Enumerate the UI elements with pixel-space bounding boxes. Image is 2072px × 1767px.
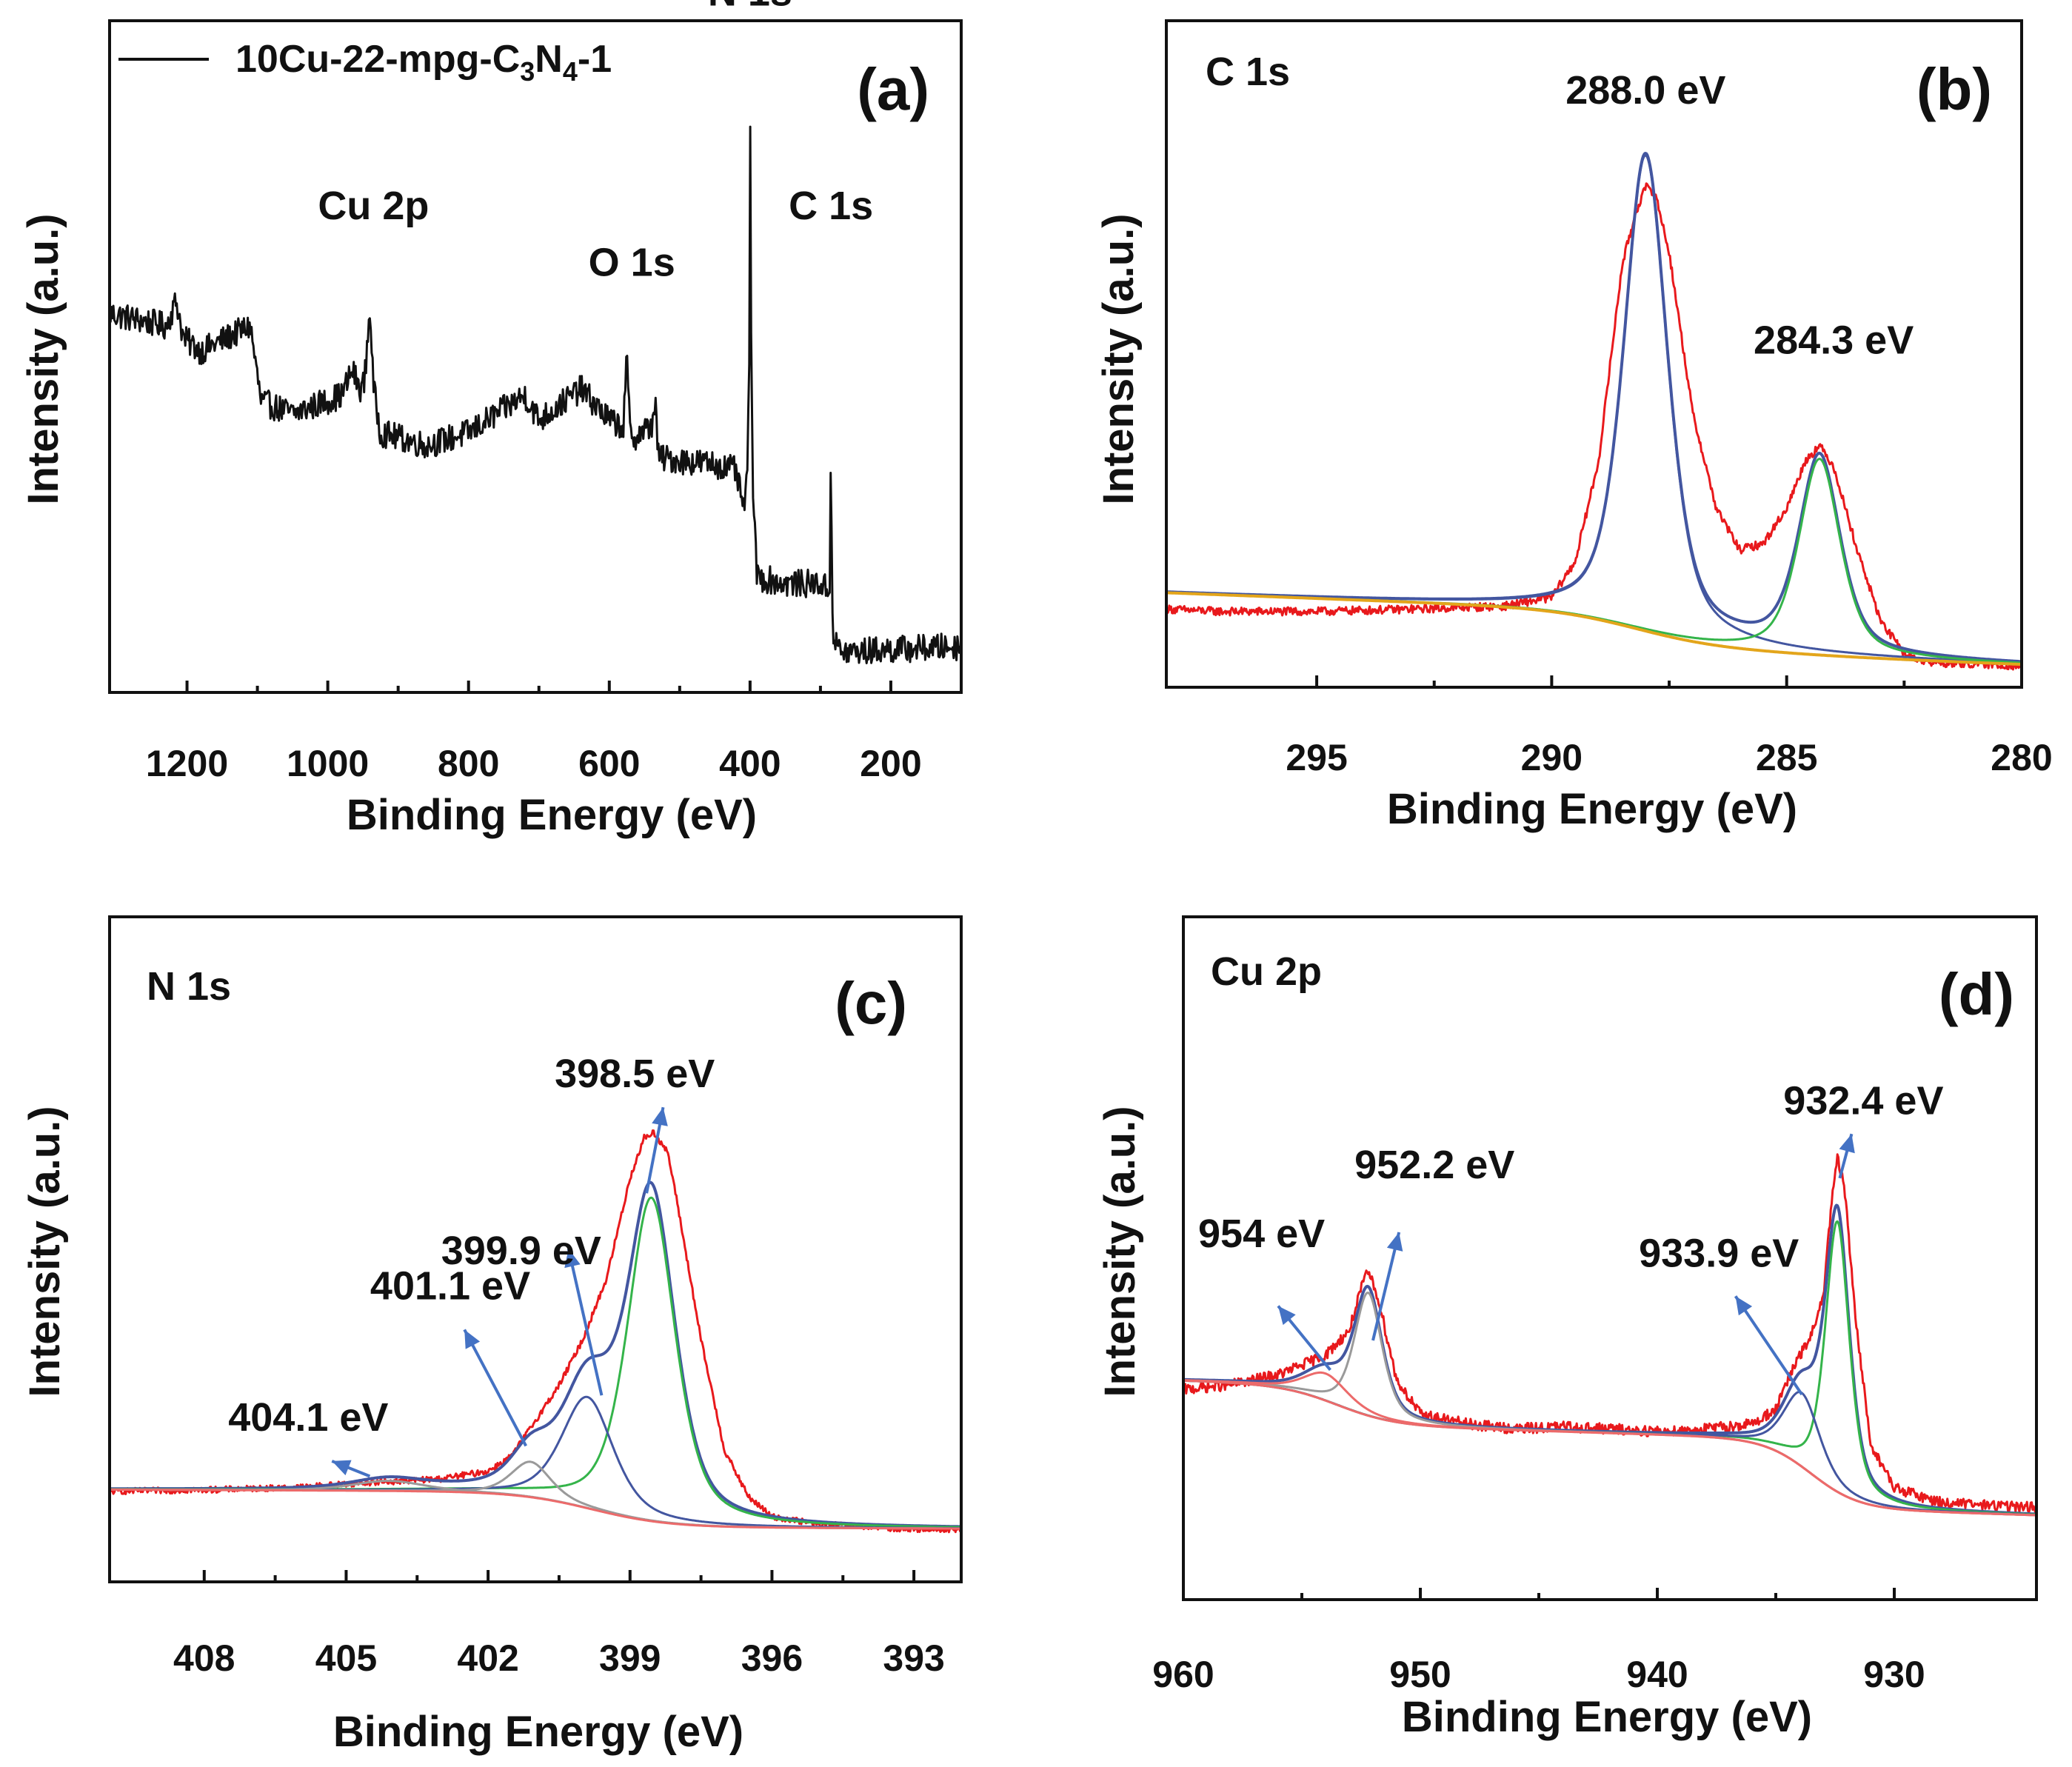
panel-c-annotation-arrow: [463, 1329, 527, 1447]
panel-c-ticks: 408 405 402 399 396 393: [173, 1570, 945, 1679]
panel-a-ylabel: Intensity (a.u.): [19, 213, 67, 504]
panel-c-xtick-label: 405: [315, 1637, 377, 1679]
panel-d-xtick-label: 960: [1152, 1654, 1214, 1695]
legend-text-part: -1: [578, 38, 612, 81]
panel-d-annotation-arrowhead: [1278, 1306, 1296, 1326]
panel-a-label: (a): [857, 56, 929, 122]
panel-d-annotation-label: 933.9 eV: [1639, 1231, 1799, 1275]
panel-a-xtick-label: 1000: [287, 743, 369, 784]
panel-d-annotation-arrowhead: [1386, 1232, 1403, 1252]
panel-b-corner-label: C 1s: [1206, 50, 1290, 94]
panel-c-annotation-label: 401.1 eV: [370, 1264, 530, 1309]
panel-a-series-10cu-22-mpg-c3n4-1: [110, 125, 961, 664]
panel-d-ylabel: Intensity (a.u.): [1096, 1106, 1144, 1397]
panel-a-xtick-label: 600: [578, 743, 640, 784]
panel-b: 288.0 eV 284.3 eV 295 290 285 280 C 1s (b) B…: [1095, 19, 2053, 833]
panel-c-annotation-label: 399.9 eV: [441, 1229, 601, 1273]
legend-text-part: N: [535, 38, 563, 81]
panel-b-label: (b): [1916, 56, 1992, 122]
panel-c-ylabel: Intensity (a.u.): [21, 1106, 69, 1397]
panel-a-annotation-label: Cu 2p: [318, 184, 429, 228]
panel-b-xtick-label: 290: [1521, 737, 1583, 778]
panel-d-xtick-label: 930: [1863, 1654, 1925, 1695]
panel-d-xtick-label: 940: [1626, 1654, 1688, 1695]
panel-a-ticks: 1200 1000 800 600 400 200: [146, 681, 922, 784]
panel-a-xtick-label: 1200: [146, 743, 228, 784]
panel-a: Cu 2p O 1s N 1s C 1s 1200 1000 800 600 400 200 1…: [19, 0, 963, 839]
panel-d-frame: [1182, 915, 2038, 1601]
panel-d-marks: 932.4 eV 933.9 eV 952.2 eV 954 eV: [1183, 1079, 2036, 1517]
panel-c-annotation-arrowhead: [652, 1107, 668, 1126]
panel-b-xlabel: Binding Energy (eV): [1387, 785, 1797, 833]
panel-d-annotation-arrowhead: [1735, 1296, 1753, 1316]
panel-b-xtick-label: 285: [1756, 737, 1817, 778]
panel-b-series-288-0-ev: [1166, 154, 2022, 664]
panel-c-series-background: [110, 1488, 961, 1530]
panel-b-xtick-label: 280: [1991, 737, 2052, 778]
panel-d-label: (d): [1939, 961, 2014, 1027]
panel-c-xtick-label: 396: [741, 1637, 803, 1679]
panel-c-annotation-arrowhead: [564, 1249, 581, 1269]
panel-a-frame: [108, 19, 963, 694]
panel-d-annotation-arrow: [1371, 1232, 1401, 1341]
panel-c-annotation-label: 404.1 eV: [228, 1395, 388, 1440]
panel-b-xtick-label: 295: [1286, 737, 1347, 778]
panel-b-ticks: 295 290 285 280: [1286, 675, 2053, 778]
panel-d-corner-label: Cu 2p: [1211, 949, 1322, 994]
panel-b-frame: [1165, 19, 2023, 689]
panel-c-label: (c): [835, 970, 907, 1036]
panel-d-annotation-arrowhead: [1839, 1134, 1855, 1154]
panel-d: 932.4 eV 933.9 eV 952.2 eV 954 eV 960 950 940…: [1096, 915, 2038, 1741]
panel-c-annotation-arrowhead: [332, 1460, 352, 1476]
panel-b-annotation-label: 284.3 eV: [1754, 318, 1914, 362]
panel-c-annotation-arrow: [567, 1248, 604, 1396]
panel-a-xtick-label: 400: [719, 743, 781, 784]
panel-a-annotation-label: O 1s: [589, 240, 675, 284]
panel-c-annotation-label: 398.5 eV: [555, 1052, 715, 1096]
panel-d-annotation-label: 954 eV: [1198, 1212, 1325, 1256]
panel-a-annotation-label: C 1s: [789, 184, 873, 228]
panel-c-xtick-label: 408: [173, 1637, 235, 1679]
panel-d-xtick-label: 950: [1389, 1654, 1451, 1695]
panel-c-xtick-label: 402: [457, 1637, 518, 1679]
panel-a-xlabel: Binding Energy (eV): [347, 791, 757, 839]
legend-text-part: 3: [520, 56, 535, 87]
panel-d-annotation-arrow: [1734, 1295, 1803, 1396]
panel-a-annotation-label: N 1s: [708, 0, 792, 15]
panel-a-marks: Cu 2p O 1s N 1s C 1s: [110, 0, 961, 664]
panel-c-annotation-arrowhead: [464, 1329, 481, 1349]
panel-c-xlabel: Binding Energy (eV): [333, 1708, 743, 1756]
panel-a-legend-text: 10Cu-22-mpg-C3N4-1: [235, 38, 612, 87]
panel-c-frame: [108, 915, 963, 1583]
panel-a-xtick-label: 200: [860, 743, 921, 784]
panel-b-annotation-label: 288.0 eV: [1565, 68, 1725, 113]
panel-b-ylabel: Intensity (a.u.): [1095, 213, 1143, 504]
panel-c-xtick-label: 399: [599, 1637, 661, 1679]
panel-d-series-raw: [1183, 1153, 2036, 1514]
panel-d-annotation-label: 932.4 eV: [1783, 1079, 1943, 1123]
panel-b-series-raw: [1166, 182, 2022, 671]
panel-b-series-background: [1166, 591, 2022, 667]
panel-d-ticks: 960 950 940 930: [1152, 1588, 1925, 1695]
panel-d-series-background: [1183, 1379, 2036, 1517]
legend-text-part: 4: [563, 56, 578, 87]
panel-d-xlabel: Binding Energy (eV): [1402, 1693, 1812, 1741]
panel-c-xtick-label: 393: [883, 1637, 944, 1679]
legend-text-part: 10Cu-22-mpg-C: [235, 38, 520, 81]
panel-a-xtick-label: 800: [438, 743, 499, 784]
panel-d-annotation-label: 952.2 eV: [1354, 1143, 1514, 1187]
panel-b-marks: 288.0 eV 284.3 eV: [1166, 68, 2022, 671]
panel-c-corner-label: N 1s: [147, 964, 231, 1009]
